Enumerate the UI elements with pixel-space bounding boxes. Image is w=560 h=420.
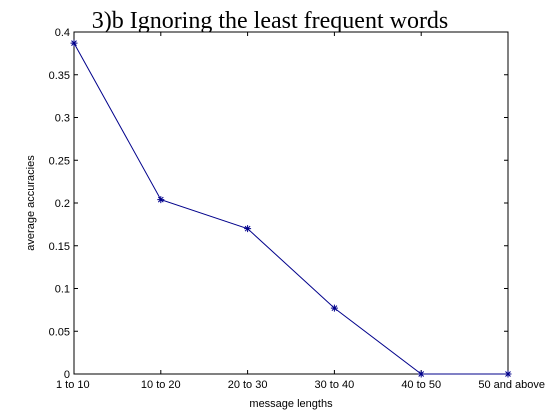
x-axis-label: message lengths xyxy=(249,398,333,410)
x-tick-label: 40 to 50 xyxy=(401,379,441,391)
data-point-marker xyxy=(330,304,338,312)
series-line xyxy=(73,42,508,375)
y-tick-label: 0.3 xyxy=(55,113,70,125)
data-point-marker xyxy=(70,39,78,47)
chart-title: 3)b Ignoring the least frequent words xyxy=(92,8,449,34)
y-tick-label: 0.05 xyxy=(49,326,70,338)
y-tick-label: 0.4 xyxy=(55,27,70,39)
x-tick-label: 50 and above xyxy=(478,379,545,391)
data-point-marker xyxy=(417,370,425,378)
data-point-marker xyxy=(157,196,165,204)
y-tick-label: 0.25 xyxy=(49,155,70,167)
x-tick-label: 1 to 10 xyxy=(56,379,90,391)
x-tick-label: 10 to 20 xyxy=(141,379,181,391)
x-tick-label: 20 to 30 xyxy=(228,379,268,391)
y-tick-label: 0.2 xyxy=(55,198,70,210)
y-tick-label: 0 xyxy=(64,369,70,381)
y-tick-label: 0.35 xyxy=(49,70,70,82)
y-axis: 0 0.05 0.1 0.15 0.2 0.25 0.3 0.35 0.4 xyxy=(49,27,508,381)
x-axis: 1 to 10 10 to 20 20 to 30 30 to 40 40 to 50 5… xyxy=(56,32,545,391)
series-layer xyxy=(70,39,512,378)
data-point-marker xyxy=(244,225,252,233)
plot-area xyxy=(73,31,509,375)
y-tick-label: 0.1 xyxy=(55,284,70,296)
x-tick-label: 30 to 40 xyxy=(315,379,355,391)
y-axis-label: average accuracies xyxy=(25,155,37,251)
data-point-marker xyxy=(504,370,512,378)
y-tick-label: 0.15 xyxy=(49,241,70,253)
